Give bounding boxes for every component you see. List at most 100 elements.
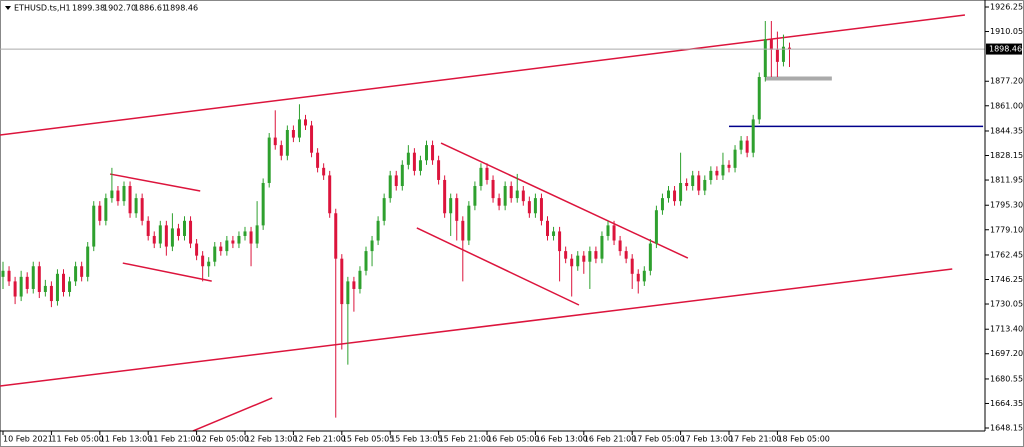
candle-body (110, 190, 114, 199)
x-tick-label: 15 Feb 21:00 (439, 435, 491, 444)
candle-body (19, 276, 23, 297)
candle-body (140, 198, 144, 221)
x-tick-label: 16 Feb 05:00 (487, 435, 539, 444)
candle-body (176, 228, 180, 236)
candle-body (527, 201, 531, 214)
trendline (109, 173, 201, 192)
candle-body (183, 220, 186, 236)
candle-body (431, 145, 435, 161)
candle-body (170, 228, 174, 247)
candle-body (37, 266, 41, 292)
candle-body (558, 231, 562, 252)
candle-body (122, 186, 126, 202)
candle-body (128, 186, 132, 214)
candle-body (673, 190, 677, 202)
candle-body (146, 220, 150, 236)
y-tick-label: 1664.35 (990, 399, 1023, 408)
y-tick-label: 1844.35 (990, 126, 1023, 135)
candle-body (715, 170, 719, 176)
y-tick-label: 1861.00 (990, 101, 1023, 110)
candle-body (781, 46, 785, 62)
candle-body (98, 205, 102, 221)
candle-body (255, 225, 259, 244)
candle-body (660, 198, 664, 211)
x-tick-label: 16 Feb 13:00 (535, 435, 587, 444)
candle-body (769, 39, 773, 50)
candle-body (515, 190, 519, 199)
candle-body (576, 255, 580, 267)
candle-body (267, 137, 271, 183)
candle-body (685, 182, 689, 187)
candle-body (588, 251, 592, 262)
y-tick-label: 1779.10 (990, 225, 1023, 234)
candle-body (352, 281, 356, 289)
candle-body (304, 119, 307, 126)
candle-body (231, 240, 235, 244)
candle-body (49, 285, 53, 302)
y-tick-label: 1811.95 (990, 176, 1023, 185)
candle-body (237, 235, 241, 244)
candle-body (104, 198, 108, 221)
candle-body (503, 186, 507, 206)
candle-body (473, 186, 477, 206)
x-tick-label: 11 Feb 21:00 (148, 435, 200, 444)
candle-body (376, 220, 380, 241)
candle-body (546, 220, 549, 236)
candle-body (134, 198, 138, 214)
candle-body (570, 258, 574, 267)
candle-body (201, 255, 205, 267)
menu-arrow[interactable] (5, 6, 11, 10)
x-tick-label: 16 Feb 21:00 (584, 435, 636, 444)
candle-body (285, 129, 289, 156)
symbol-title: ETHUSD.ts,H1 (14, 4, 71, 13)
candle-body (485, 167, 489, 180)
candle-body (164, 225, 168, 247)
trendline (0, 268, 953, 387)
trendline (192, 397, 273, 432)
y-tick-label: 1680.55 (990, 374, 1023, 383)
candle-body (43, 285, 47, 292)
candle-body (739, 140, 743, 150)
candle-body (582, 255, 586, 262)
candle-body (618, 240, 622, 252)
x-tick-label: 18 Feb 05:00 (777, 435, 829, 444)
x-tick-label: 11 Feb 13:00 (100, 435, 152, 444)
ohlc-low: 1886.61 (134, 4, 167, 13)
current-price-label: 1898.46 (989, 45, 1022, 54)
candle-body (600, 235, 604, 259)
x-tick-label: 15 Feb 05:05 (342, 435, 394, 444)
candle-body (310, 125, 314, 153)
candle-body (679, 182, 683, 202)
candle-body (86, 246, 90, 277)
ohlc-close: 1898.46 (165, 4, 198, 13)
candle-body (449, 198, 453, 214)
trendline (416, 227, 580, 306)
candle-body (249, 231, 253, 244)
candle-body (703, 179, 707, 191)
candle-body (539, 198, 543, 221)
candle-body (443, 179, 447, 214)
y-tick-label: 1877.20 (990, 77, 1023, 86)
candle-body (455, 198, 459, 221)
y-tick-label: 1746.25 (990, 275, 1023, 284)
candle-body (636, 273, 640, 282)
x-tick-label: 17 Feb 21:00 (729, 435, 781, 444)
candle-body (654, 210, 658, 244)
y-tick-label: 1828.15 (990, 151, 1023, 160)
candle-body (461, 220, 465, 241)
candle-body (437, 160, 441, 180)
plot-area (0, 14, 985, 432)
candle-body (733, 149, 737, 168)
candle-body (291, 129, 295, 138)
candle-body (158, 225, 162, 244)
candle-body (7, 270, 11, 282)
candle-body (31, 266, 35, 289)
y-tick-label: 1648.15 (990, 424, 1023, 433)
candle-body (612, 225, 616, 241)
candle-body (297, 119, 301, 138)
candle-body (509, 186, 513, 199)
candle-body (370, 240, 374, 252)
candle-body (406, 152, 410, 165)
candle-body (594, 251, 598, 259)
